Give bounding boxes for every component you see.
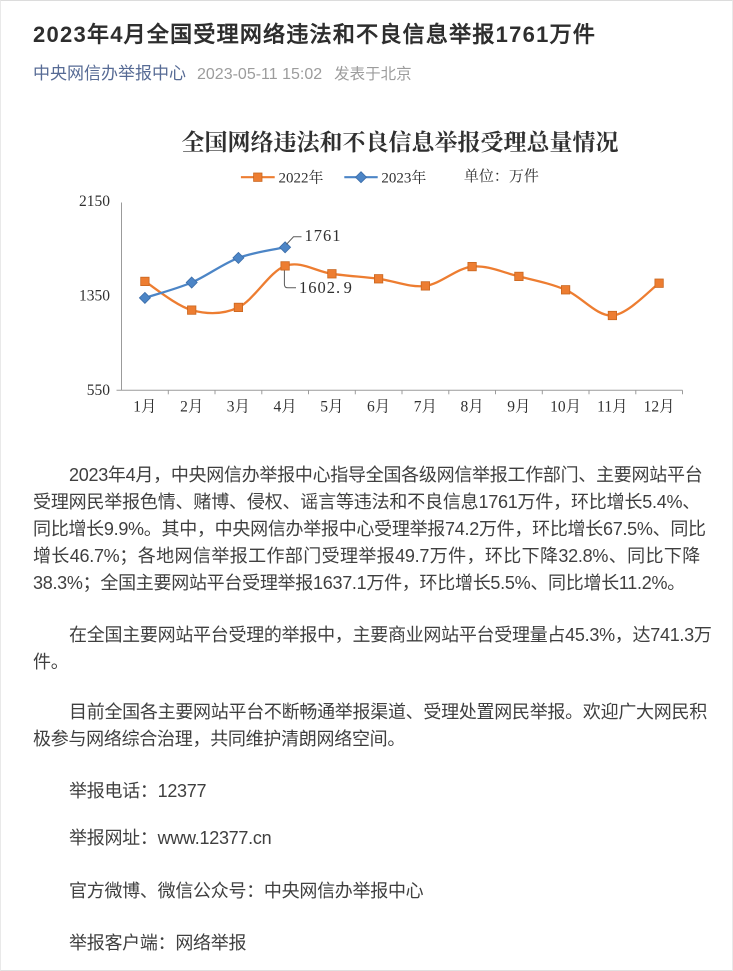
svg-text:2月: 2月	[180, 398, 203, 416]
svg-text:11月: 11月	[597, 398, 627, 416]
svg-text:单位：万件: 单位：万件	[464, 168, 539, 185]
svg-text:1602.9: 1602. 9	[299, 278, 353, 297]
svg-text:2022年: 2022年	[279, 169, 324, 187]
svg-text:2150: 2150	[79, 193, 110, 210]
svg-text:550: 550	[87, 382, 111, 399]
svg-text:7月: 7月	[414, 398, 437, 416]
svg-text:4月: 4月	[273, 398, 296, 416]
svg-text:12月: 12月	[644, 398, 675, 416]
svg-text:6月: 6月	[367, 398, 390, 416]
svg-text:全国网络违法和不良信息举报受理总量情况: 全国网络违法和不良信息举报受理总量情况	[182, 130, 619, 155]
svg-text:1350: 1350	[79, 288, 110, 305]
svg-text:5月: 5月	[320, 398, 343, 416]
svg-text:10月: 10月	[550, 398, 581, 416]
svg-text:9月: 9月	[507, 398, 530, 416]
svg-text:1月: 1月	[133, 398, 156, 416]
svg-text:3月: 3月	[227, 398, 250, 416]
svg-text:8月: 8月	[460, 398, 483, 416]
svg-text:2023年: 2023年	[381, 169, 426, 187]
svg-text:1761: 1761	[305, 226, 342, 245]
